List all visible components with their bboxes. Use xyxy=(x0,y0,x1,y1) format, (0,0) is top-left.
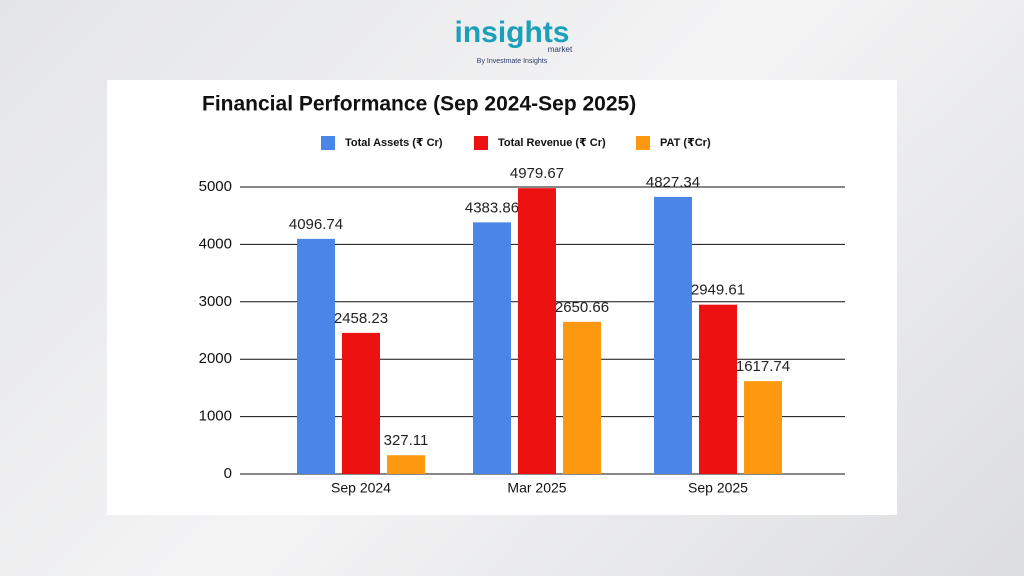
value-label: 1617.74 xyxy=(736,358,790,375)
y-tick-label: 5000 xyxy=(199,178,232,195)
legend-swatch xyxy=(474,136,488,150)
legend-label: PAT (₹Cr) xyxy=(660,137,711,149)
x-tick-label: Sep 2025 xyxy=(688,480,748,496)
brand-tagline: By Investmate Insights xyxy=(477,58,548,65)
bar xyxy=(387,455,425,474)
legend-swatch xyxy=(321,136,335,150)
y-tick-label: 4000 xyxy=(199,235,232,252)
bar xyxy=(699,304,737,474)
bar xyxy=(518,188,556,475)
legend-swatch xyxy=(636,136,650,150)
bar xyxy=(563,321,601,474)
bar xyxy=(297,238,335,474)
value-label: 4383.86 xyxy=(465,199,519,216)
value-label: 4827.34 xyxy=(646,174,700,191)
y-tick-label: 0 xyxy=(224,465,232,482)
bar xyxy=(473,222,511,474)
value-label: 2458.23 xyxy=(334,310,388,327)
legend-label: Total Revenue (₹ Cr) xyxy=(498,137,606,149)
value-label: 2949.61 xyxy=(691,282,745,299)
value-label: 4096.74 xyxy=(289,216,343,233)
bar xyxy=(744,381,782,474)
x-tick-label: Sep 2024 xyxy=(331,480,391,496)
chart-title: Financial Performance (Sep 2024-Sep 2025… xyxy=(202,93,636,116)
value-label: 2650.66 xyxy=(555,299,609,316)
brand-name: insights xyxy=(454,16,569,49)
bar xyxy=(654,196,692,474)
bar xyxy=(342,332,380,474)
value-label: 327.11 xyxy=(384,432,429,449)
y-tick-label: 2000 xyxy=(199,350,232,367)
y-tick-label: 1000 xyxy=(199,408,232,425)
x-tick-label: Mar 2025 xyxy=(507,480,566,496)
y-tick-label: 3000 xyxy=(199,293,232,310)
legend-label: Total Assets (₹ Cr) xyxy=(345,137,443,149)
value-label: 4979.67 xyxy=(510,165,564,182)
brand-sub: market xyxy=(548,45,573,54)
